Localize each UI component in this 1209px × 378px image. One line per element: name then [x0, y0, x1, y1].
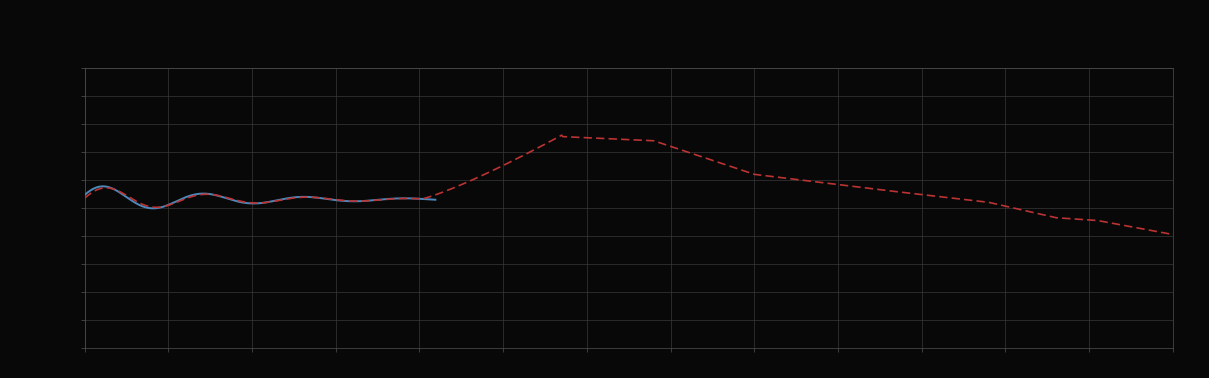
Legend: , : ,	[1120, 0, 1165, 1]
